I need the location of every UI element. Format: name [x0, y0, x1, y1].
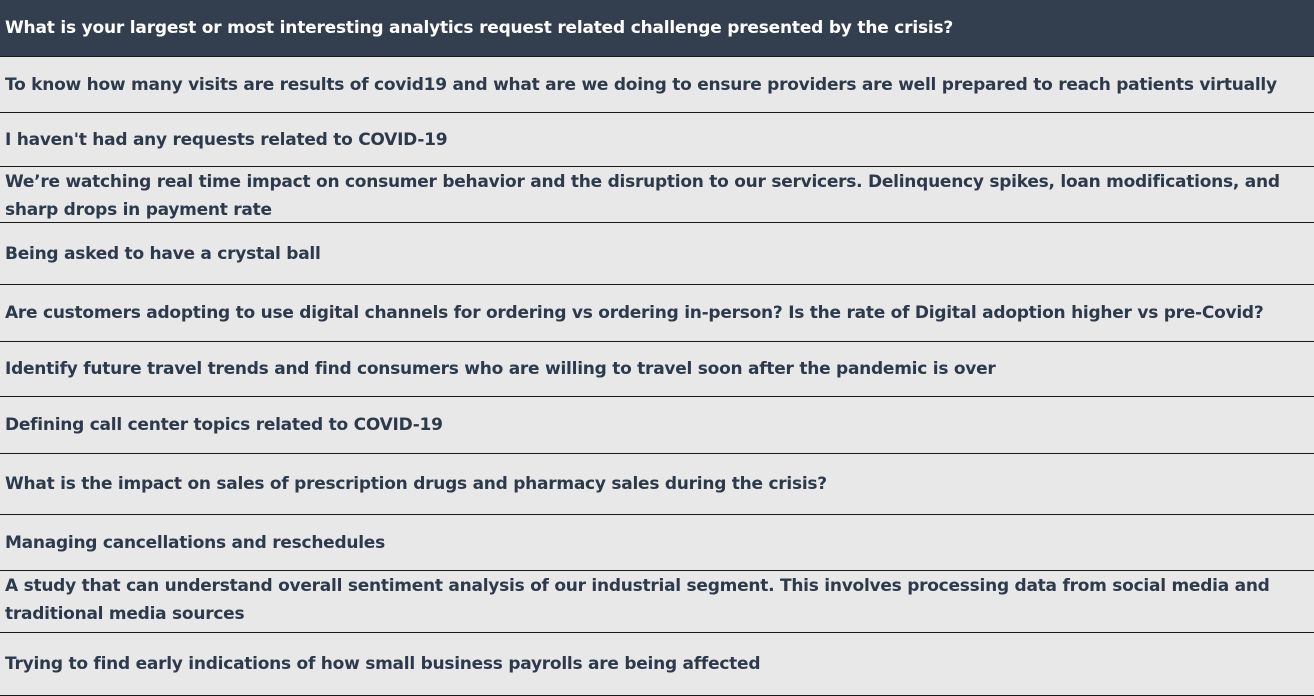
table-row: Are customers adopting to use digital ch… — [0, 284, 1314, 341]
table-row: A study that can understand overall sent… — [0, 570, 1314, 632]
table-row: Trying to find early indications of how … — [0, 632, 1314, 696]
table-row: Being asked to have a crystal ball — [0, 222, 1314, 284]
response-text: What is the impact on sales of prescript… — [5, 474, 827, 494]
response-text: Trying to find early indications of how … — [5, 654, 761, 674]
table-row: I haven't had any requests related to CO… — [0, 112, 1314, 166]
table-row: What is the impact on sales of prescript… — [0, 453, 1314, 514]
response-text: We’re watching real time impact on consu… — [5, 172, 1280, 220]
table-row: Managing cancellations and reschedules — [0, 514, 1314, 570]
response-text: Defining call center topics related to C… — [5, 415, 443, 435]
response-text: I haven't had any requests related to CO… — [5, 129, 448, 150]
response-text: Managing cancellations and reschedules — [5, 532, 385, 553]
table-row: Identify future travel trends and find c… — [0, 341, 1314, 396]
response-text: A study that can understand overall sent… — [5, 576, 1270, 624]
table-row: Defining call center topics related to C… — [0, 396, 1314, 453]
response-text: To know how many visits are results of c… — [5, 74, 1277, 95]
table-header-question: What is your largest or most interesting… — [5, 18, 954, 38]
response-text: Being asked to have a crystal ball — [5, 243, 321, 264]
table-header: What is your largest or most interesting… — [0, 0, 1314, 56]
response-text: Are customers adopting to use digital ch… — [5, 303, 1264, 323]
table-row: To know how many visits are results of c… — [0, 56, 1314, 112]
table-row: We’re watching real time impact on consu… — [0, 166, 1314, 222]
response-text: Identify future travel trends and find c… — [5, 359, 996, 379]
